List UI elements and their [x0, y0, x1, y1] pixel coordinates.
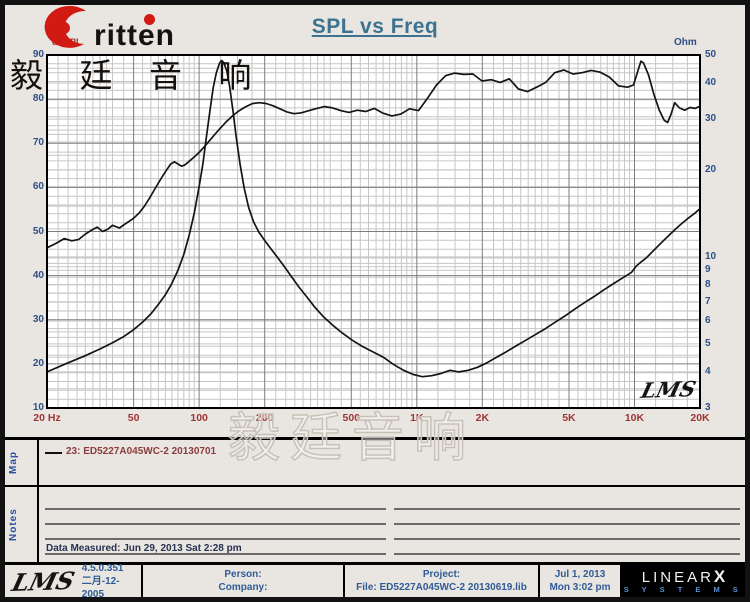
linearx-logo: LINEARX S Y S T E M S [622, 565, 745, 597]
x-axis-tick-label: 20 Hz [33, 412, 61, 424]
project-label: Project: [422, 569, 461, 580]
impedance-curve [46, 59, 701, 378]
brand-logo: ritten [8, 2, 248, 52]
x-axis-tick-label: 5K [562, 412, 576, 424]
y-left-tick-label: 80 [32, 93, 44, 105]
chart-title: SPL vs Freq [311, 15, 439, 38]
plot-border [46, 54, 701, 409]
notes-blank-line [394, 508, 740, 510]
company-label: Company: [218, 582, 268, 593]
report-time: Mon 3:02 pm [549, 582, 611, 593]
legend-curve-name: 23: ED5227A045WC-2 20130701 [66, 446, 217, 457]
y-right-tick-label: 20 [705, 163, 717, 175]
notes-blank-line [394, 523, 740, 525]
app-version: 4.5.0.351 [81, 562, 124, 574]
y-left-tick-label: 70 [32, 137, 44, 149]
notes-blank-line [45, 538, 386, 540]
x-axis-tick-label: 100 [190, 412, 208, 424]
footer-person-company-cell: Person: Company: [143, 565, 345, 597]
y-right-axis-unit-label: Ohm [674, 37, 697, 48]
x-axis-tick-label: 200 [255, 412, 274, 424]
notes-blank-line [45, 553, 386, 555]
y-right-tick-label: 10 [705, 250, 717, 262]
notes-blank-line [45, 508, 386, 510]
notes-blank-line [45, 523, 386, 525]
x-axis-tick-label: 20K [690, 412, 710, 424]
map-row [0, 437, 750, 487]
footer-bar: LMS 4.5.0.351 二月-12-2005 Person: Company… [5, 562, 745, 600]
footer-datetime-cell: Jul 1, 2013 Mon 3:02 pm [540, 565, 622, 597]
spl-curve [46, 60, 701, 249]
lms-logo: LMS [9, 565, 78, 597]
notes-blank-line [394, 538, 740, 540]
y-left-tick-label: 90 [32, 49, 44, 60]
side-label-divider [37, 437, 39, 562]
app-version-date: 二月-12-2005 [81, 575, 120, 600]
y-left-tick-label: 60 [32, 181, 44, 193]
y-left-tick-label: 50 [32, 225, 44, 237]
x-axis-tick-label: 1K [410, 412, 424, 424]
footer-project-file-cell: Project: File: ED5227A045WC-2 20130619.l… [345, 565, 540, 597]
linearx-x-text: X [713, 566, 726, 586]
brand-swoosh-icon [44, 5, 86, 48]
brand-name-text: ritten [94, 19, 175, 52]
y-right-tick-label: 8 [705, 278, 711, 290]
y-right-tick-label: 6 [705, 315, 711, 327]
data-measured-note: Data Measured: Jun 29, 2013 Sat 2:28 pm [46, 543, 242, 554]
x-axis-tick-label: 10K [624, 412, 645, 424]
map-row-label: Map [8, 451, 19, 475]
y-right-tick-label: 30 [705, 113, 717, 125]
y-right-tick-label: 4 [705, 365, 711, 377]
y-left-tick-label: 40 [32, 269, 44, 281]
y-left-tick-label: 20 [32, 357, 44, 369]
x-axis-tick-label: 50 [127, 412, 140, 424]
y-right-tick-label: 7 [705, 295, 711, 307]
footer-lms-version-cell: LMS 4.5.0.351 二月-12-2005 [5, 562, 143, 600]
y-left-tick-label: 10 [32, 402, 44, 413]
brand-dot-icon [144, 14, 155, 25]
person-label: Person: [224, 569, 262, 580]
y-left-tick-label: 30 [32, 313, 44, 325]
notes-row-label: Notes [8, 508, 19, 542]
lms-signature: LMS [638, 376, 699, 403]
linearx-systems-text: S Y S T E M S [623, 584, 744, 594]
notes-blank-line [394, 553, 740, 555]
x-axis-tick-label: 500 [342, 412, 361, 424]
y-right-tick-label: 3 [705, 402, 711, 413]
y-right-tick-label: 50 [705, 49, 717, 60]
report-date: Jul 1, 2013 [554, 569, 606, 580]
linearx-linear-text: LINEAR [641, 568, 714, 586]
file-label: File: ED5227A045WC-2 20130619.lib [356, 582, 527, 593]
y-right-tick-label: 9 [705, 264, 711, 276]
y-right-tick-label: 40 [705, 76, 717, 88]
legend-line-swatch [45, 452, 62, 454]
y-right-tick-label: 5 [705, 337, 711, 349]
brand-chinese-name: 毅 廷 音 响 [10, 56, 265, 95]
x-axis-tick-label: 2K [475, 412, 490, 424]
